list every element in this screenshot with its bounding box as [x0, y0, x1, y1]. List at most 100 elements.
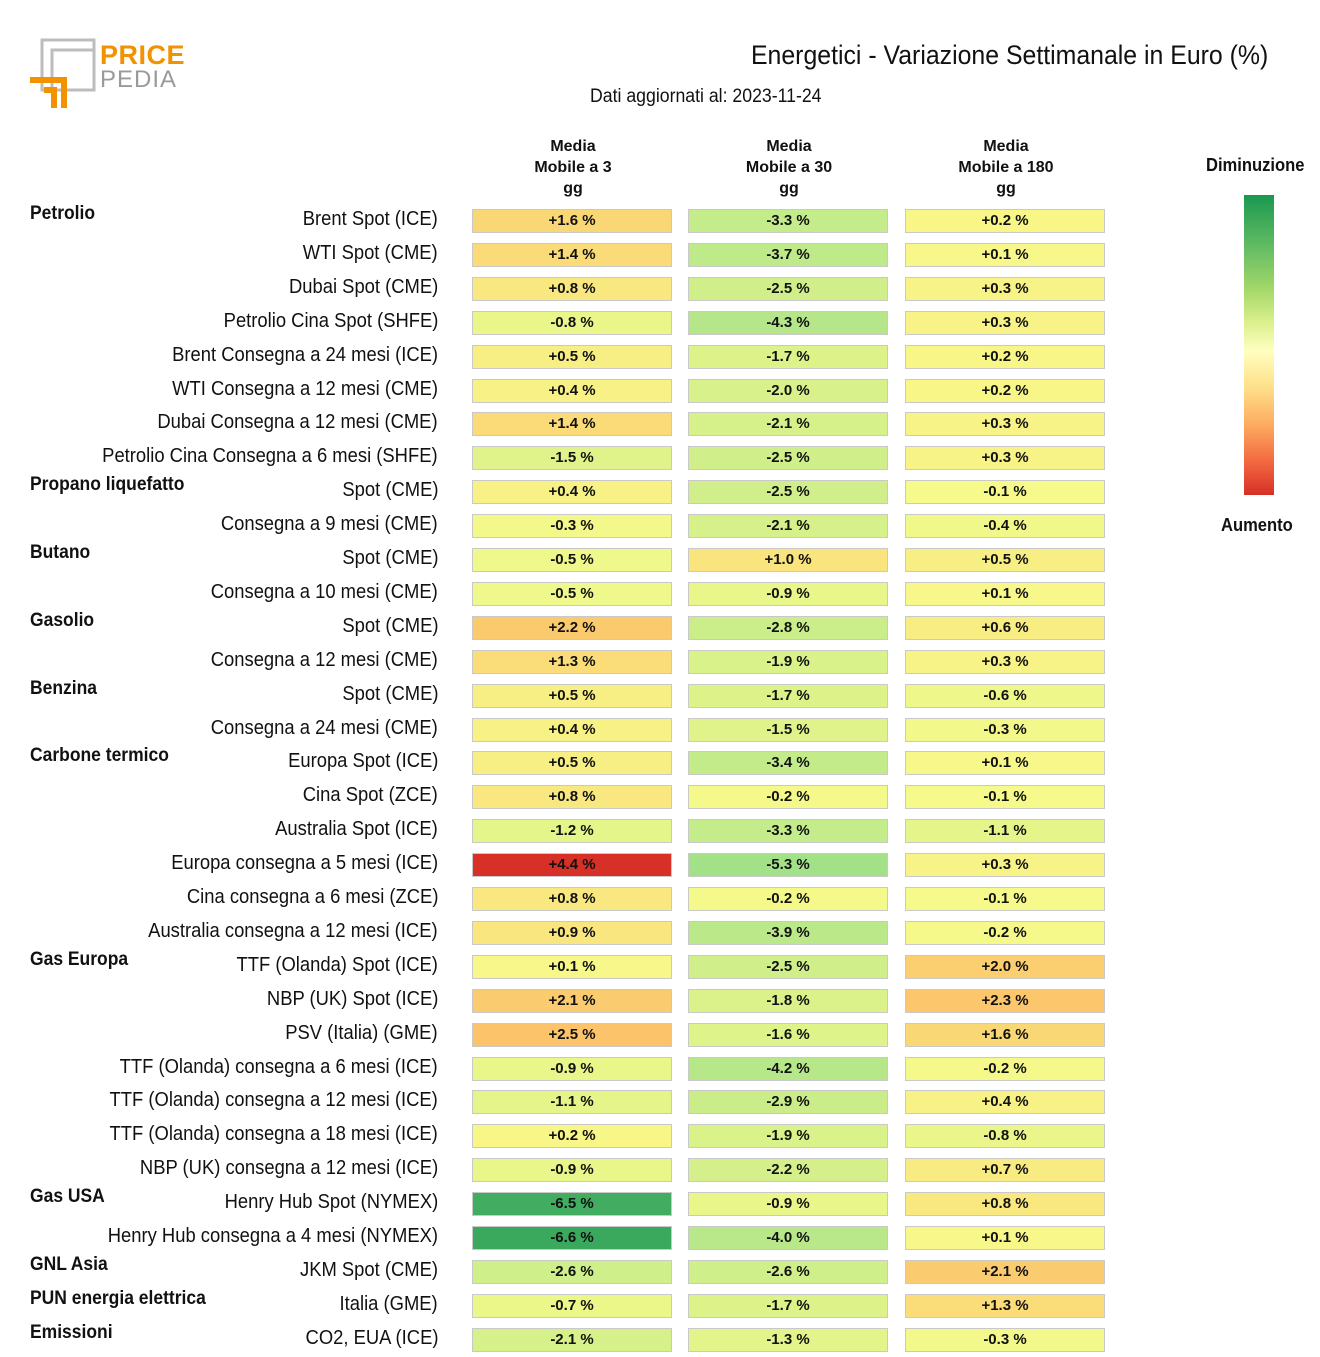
- row-label: CO2, EUA (ICE): [305, 1326, 438, 1349]
- heatmap-cell: +0.8 %: [905, 1192, 1105, 1217]
- heatmap-cell: -0.1 %: [905, 785, 1105, 810]
- heatmap-cell: -2.9 %: [688, 1090, 888, 1115]
- heatmap-cell: +0.2 %: [472, 1124, 672, 1149]
- pricepedia-logo: [30, 36, 200, 111]
- heatmap-cell: -6.5 %: [472, 1192, 672, 1217]
- heatmap-cell: -1.3 %: [688, 1327, 888, 1352]
- heatmap-cell: -1.5 %: [688, 717, 888, 742]
- row-label: Australia consegna a 12 mesi (ICE): [148, 919, 438, 942]
- heatmap-cell: +0.3 %: [905, 446, 1105, 471]
- group-label: Emissioni: [30, 1321, 113, 1343]
- column-header-3gg: Media Mobile a 3 gg: [472, 136, 674, 199]
- heatmap-cell: +0.4 %: [472, 717, 672, 742]
- row-label: Spot (CME): [341, 614, 438, 637]
- column-header-line: gg: [563, 180, 583, 197]
- group-label: GNL Asia: [30, 1253, 108, 1275]
- heatmap-cell: +1.4 %: [472, 242, 672, 267]
- column-header-line: Mobile a 30: [745, 159, 833, 176]
- heatmap-cell: +0.1 %: [905, 242, 1105, 267]
- heatmap-cell: +0.9 %: [472, 920, 672, 945]
- heatmap-cell: +1.0 %: [688, 548, 888, 572]
- heatmap-cell: -0.9 %: [472, 1056, 672, 1081]
- row-label: Europa Spot (ICE): [287, 750, 438, 773]
- heatmap-cell: +2.5 %: [472, 1022, 672, 1047]
- heatmap-cell: +1.3 %: [472, 649, 672, 674]
- row-label: NBP (UK) consegna a 12 mesi (ICE): [139, 1157, 438, 1180]
- group-label: Propano liquefatto: [30, 474, 185, 496]
- heatmap-cell: -2.6 %: [688, 1259, 888, 1284]
- heatmap-cell: -0.3 %: [905, 717, 1105, 742]
- heatmap-cell: -0.9 %: [472, 1158, 672, 1183]
- heatmap-cell: +0.3 %: [905, 276, 1105, 301]
- legend-color-scale: [1244, 195, 1274, 495]
- heatmap-cell: +0.8 %: [472, 887, 672, 911]
- legend-label-increase: Aumento: [1221, 515, 1293, 535]
- heatmap-cell: -0.2 %: [688, 785, 888, 810]
- heatmap-cell: -4.2 %: [688, 1056, 888, 1081]
- heatmap-cell: -4.0 %: [688, 1226, 888, 1250]
- heatmap-cell: -3.4 %: [688, 751, 888, 776]
- heatmap-cell: -0.5 %: [472, 548, 672, 572]
- row-label: JKM Spot (CME): [299, 1258, 438, 1281]
- heatmap-cell: +0.3 %: [905, 412, 1105, 437]
- heatmap-cell: -0.1 %: [905, 887, 1105, 911]
- heatmap-cell: -0.7 %: [472, 1293, 672, 1318]
- group-label: Gasolio: [30, 609, 95, 631]
- row-label: Henry Hub Spot (NYMEX): [224, 1191, 438, 1214]
- heatmap-cell: +0.1 %: [905, 751, 1105, 776]
- heatmap-cell: -0.8 %: [905, 1124, 1105, 1149]
- heatmap-cell: -0.4 %: [905, 514, 1105, 539]
- row-label: TTF (Olanda) consegna a 6 mesi (ICE): [119, 1055, 438, 1078]
- heatmap-cell: +0.8 %: [472, 785, 672, 810]
- heatmap-cell: +0.4 %: [472, 480, 672, 505]
- row-label: Australia Spot (ICE): [275, 818, 438, 841]
- heatmap-cell: +0.1 %: [905, 581, 1105, 606]
- heatmap-cell: +2.3 %: [905, 988, 1105, 1013]
- row-label: Dubai Spot (CME): [288, 275, 438, 298]
- row-label: Petrolio Cina Consegna a 6 mesi (SHFE): [102, 445, 438, 468]
- heatmap-cell: -0.3 %: [472, 514, 672, 539]
- heatmap-cell: +2.0 %: [905, 954, 1105, 979]
- heatmap-cell: -1.8 %: [688, 988, 888, 1013]
- row-label: Brent Consegna a 24 mesi (ICE): [172, 343, 438, 366]
- heatmap-cell: -2.2 %: [688, 1158, 888, 1183]
- row-label: Brent Spot (ICE): [303, 208, 438, 230]
- heatmap-cell: -1.1 %: [472, 1090, 672, 1115]
- group-label: Carbone termico: [30, 745, 169, 767]
- row-label: TTF (Olanda) consegna a 18 mesi (ICE): [109, 1123, 438, 1146]
- chart-subtitle: Dati aggiornati al: 2023-11-24: [590, 86, 822, 107]
- heatmap-cell: -2.8 %: [688, 615, 888, 640]
- heatmap-cell: -3.9 %: [688, 920, 888, 945]
- row-label: Europa consegna a 5 mesi (ICE): [171, 852, 438, 875]
- row-label: Petrolio Cina Spot (SHFE): [223, 309, 438, 332]
- column-header-180gg: Media Mobile a 180 gg: [905, 136, 1107, 199]
- row-label: Dubai Consegna a 12 mesi (CME): [157, 411, 438, 434]
- row-label: Spot (CME): [341, 479, 438, 502]
- row-label: TTF (Olanda) consegna a 12 mesi (ICE): [109, 1089, 438, 1112]
- heatmap-cell: +2.1 %: [905, 1259, 1105, 1284]
- heatmap-cell: -2.6 %: [472, 1259, 672, 1284]
- row-label: Cina Spot (ZCE): [303, 784, 438, 807]
- heatmap-cell: +2.2 %: [472, 615, 672, 640]
- heatmap-cell: +0.5 %: [472, 344, 672, 369]
- column-header-line: Mobile a 180: [958, 159, 1054, 176]
- column-header-30gg: Media Mobile a 30 gg: [688, 136, 890, 199]
- row-label: PSV (Italia) (GME): [285, 1021, 438, 1044]
- heatmap-cell: -2.5 %: [688, 480, 888, 505]
- heatmap-cell: +0.3 %: [905, 649, 1105, 674]
- heatmap-cell: +0.2 %: [905, 378, 1105, 403]
- heatmap-cell: -2.1 %: [472, 1327, 672, 1352]
- heatmap-cell: -0.1 %: [905, 480, 1105, 505]
- column-header-line: gg: [996, 180, 1016, 197]
- heatmap-cell: -0.3 %: [905, 1327, 1105, 1352]
- row-label: WTI Consegna a 12 mesi (CME): [172, 377, 438, 400]
- heatmap-cell: -0.6 %: [905, 683, 1105, 708]
- heatmap-cell: -2.5 %: [688, 276, 888, 301]
- heatmap-cell: +0.6 %: [905, 615, 1105, 640]
- row-label: TTF (Olanda) Spot (ICE): [236, 953, 438, 976]
- heatmap-cell: -0.2 %: [688, 887, 888, 911]
- logo-word-price: PRICE: [100, 40, 186, 70]
- row-label: Henry Hub consegna a 4 mesi (NYMEX): [107, 1225, 438, 1247]
- heatmap-cell: +0.1 %: [472, 954, 672, 979]
- heatmap-cell: -0.2 %: [905, 920, 1105, 945]
